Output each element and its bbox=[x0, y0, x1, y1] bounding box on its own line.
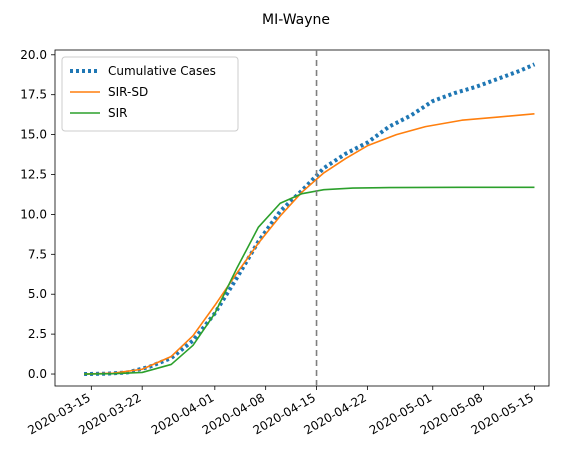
series-line-cumulative-cases bbox=[84, 62, 536, 377]
y-tick-label: 20.0 bbox=[20, 48, 47, 62]
chart-title: MI-Wayne bbox=[262, 12, 330, 28]
plot-area: 0.02.55.07.510.012.515.017.520.02020-03-… bbox=[20, 48, 550, 437]
y-tick-label: 10.0 bbox=[20, 207, 47, 221]
y-tick-label: 17.5 bbox=[20, 88, 47, 102]
legend-label: SIR-SD bbox=[108, 85, 148, 99]
legend-label: Cumulative Cases bbox=[108, 64, 216, 78]
legend-box bbox=[61, 56, 239, 132]
y-tick-label: 12.5 bbox=[20, 168, 47, 182]
legend: Cumulative Cases SIR-SD SIR bbox=[61, 56, 239, 132]
y-tick-label: 5.0 bbox=[28, 287, 47, 301]
y-tick-label: 2.5 bbox=[28, 327, 47, 341]
series-line-sir bbox=[84, 186, 535, 375]
y-tick-label: 15.0 bbox=[20, 128, 47, 142]
y-tick-label: 7.5 bbox=[28, 247, 47, 261]
legend-label: SIR bbox=[108, 106, 128, 120]
series-line-sir-sd bbox=[84, 113, 535, 375]
y-tick-label: 0.0 bbox=[28, 367, 47, 381]
axes-frame bbox=[54, 49, 550, 387]
